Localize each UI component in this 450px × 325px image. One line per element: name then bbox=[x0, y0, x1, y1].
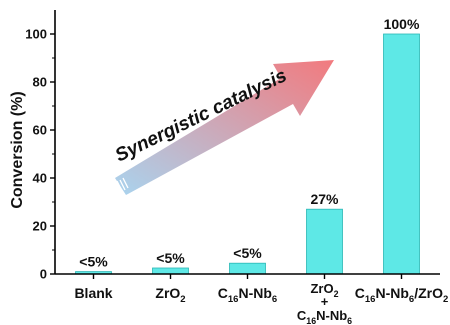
bar-3 bbox=[306, 208, 343, 275]
arrow-tail-stripe bbox=[116, 180, 123, 192]
bar-2 bbox=[229, 262, 266, 275]
data-label-2: <5% bbox=[233, 245, 262, 261]
arrow-tail-stripe bbox=[119, 179, 126, 191]
y-tick-label: 80 bbox=[33, 75, 47, 90]
y-tick-label: 20 bbox=[33, 219, 47, 234]
synergy-arrow: Synergistic catalysis bbox=[112, 60, 334, 195]
y-axis-label: Conversion (%) bbox=[9, 91, 26, 208]
arrow-tail-stripe bbox=[122, 177, 129, 189]
y-tick-label: 0 bbox=[40, 267, 47, 282]
bar-1 bbox=[152, 267, 189, 275]
data-label-0: <5% bbox=[79, 254, 108, 270]
bars-group: <5% <5% <5% 27% 100% bbox=[75, 16, 420, 275]
synergy-arrow-shape bbox=[115, 60, 334, 195]
bar-4 bbox=[383, 33, 420, 275]
x-tick-label: Blank bbox=[74, 285, 112, 301]
data-label-4: 100% bbox=[384, 16, 420, 32]
x-tick-label: C16N-Nb6 bbox=[218, 285, 277, 305]
y-tick-label: 100 bbox=[25, 27, 47, 42]
x-tick-label: ZrO2 bbox=[310, 281, 338, 299]
data-label-3: 27% bbox=[310, 191, 339, 207]
y-tick-label: 40 bbox=[33, 171, 47, 186]
x-tick-label: C16N-Nb6 bbox=[297, 308, 352, 325]
data-label-1: <5% bbox=[156, 250, 185, 266]
x-tick-label: + bbox=[321, 294, 329, 309]
y-tick-label: 60 bbox=[33, 123, 47, 138]
x-tick-label: C16N-Nb6/ZrO2 bbox=[355, 285, 449, 305]
x-tick-label: ZrO2 bbox=[155, 285, 185, 305]
